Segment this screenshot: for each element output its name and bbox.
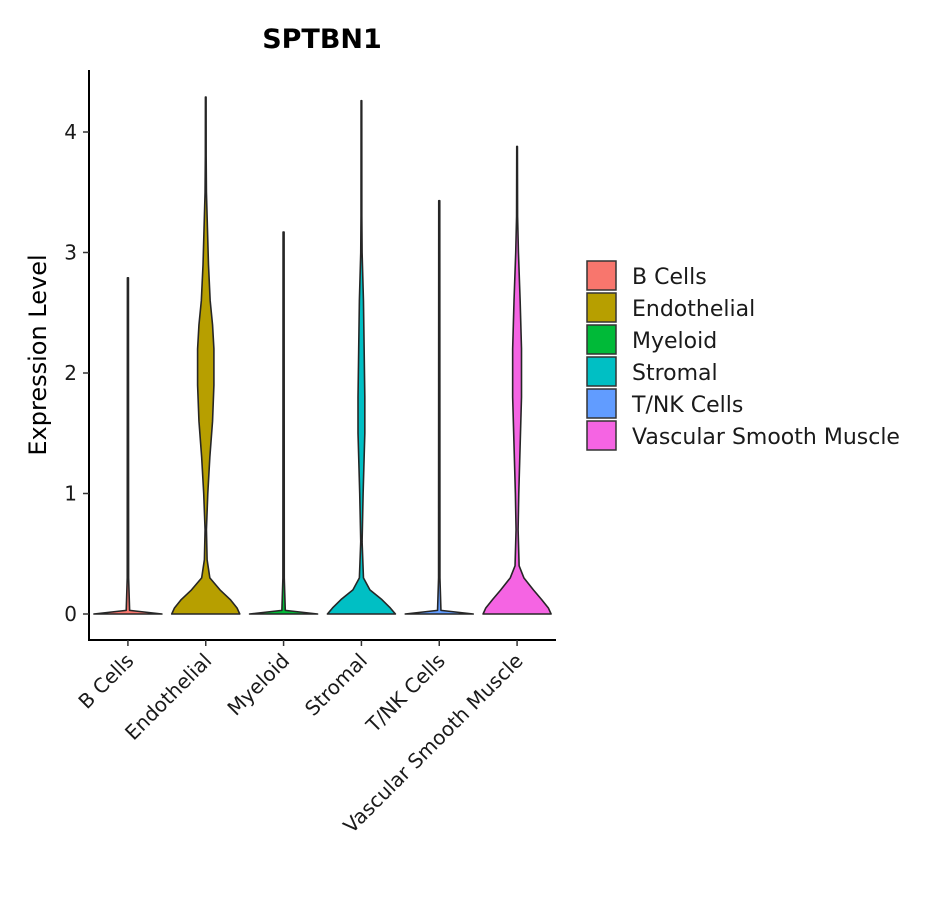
legend-label: Stromal: [632, 361, 718, 386]
legend-label: Myeloid: [632, 329, 717, 354]
x-tick-label: B Cells: [73, 649, 138, 714]
legend-key: [586, 420, 617, 451]
y-tick-label: 4: [64, 120, 77, 144]
y-tick-label: 1: [64, 482, 77, 506]
violin-myeloid: [248, 231, 319, 615]
legend-key: [586, 356, 617, 387]
x-tick-label: Stromal: [300, 649, 372, 721]
legend-label: Vascular Smooth Muscle: [632, 425, 900, 450]
y-tick-label: 0: [64, 602, 77, 626]
y-tick-label: 3: [64, 241, 77, 265]
legend-label: Endothelial: [632, 297, 755, 322]
violin-endothelial: [170, 96, 241, 615]
violin-b-cells: [93, 277, 163, 615]
legend-key: [586, 388, 617, 419]
x-tick-label: Myeloid: [222, 649, 294, 721]
legend-key: [586, 324, 617, 355]
legend: B Cells Endothelial Myeloid Stromal T/NK Cel…: [586, 260, 900, 451]
violin-stromal: [326, 99, 397, 615]
y-axis-title: Expression Level: [24, 254, 52, 455]
violins-group: [93, 96, 552, 615]
legend-key: [586, 292, 617, 323]
y-tick-label: 2: [64, 361, 77, 385]
violin-t-nk-cells: [404, 199, 475, 615]
violin-vascular-smooth-muscle: [482, 145, 552, 615]
legend-key: [586, 260, 617, 291]
chart-title: SPTBN1: [262, 24, 382, 55]
legend-label: T/NK Cells: [631, 393, 743, 418]
legend-label: B Cells: [632, 265, 707, 290]
